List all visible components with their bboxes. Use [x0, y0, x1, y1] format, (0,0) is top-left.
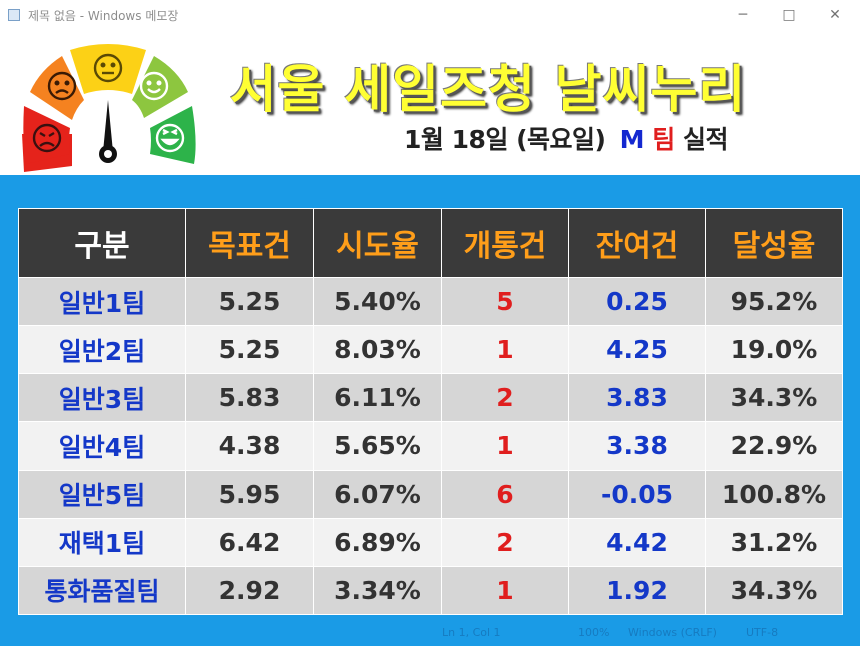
remaining-value: 4.25 [568, 325, 706, 375]
laugh-face-icon [155, 123, 185, 153]
attempt-rate-value: 6.07% [313, 469, 442, 519]
achievement-value: 100.8% [705, 469, 843, 519]
achievement-value: 31.2% [705, 517, 843, 567]
remaining-value: 3.38 [568, 421, 706, 471]
mood-gauge-icon [22, 44, 196, 172]
target-value: 2.92 [185, 565, 314, 616]
achievement-value: 22.9% [705, 421, 843, 471]
gauge-segment-orange [30, 56, 84, 120]
team-name: 일반2팀 [18, 325, 186, 375]
table-row: 일반4팀 4.38 5.65% 1 3.38 22.9% [18, 421, 843, 471]
smile-face-icon [139, 71, 169, 101]
team-name: 일반1팀 [18, 276, 186, 327]
header-category: 구분 [18, 208, 186, 278]
attempt-rate-value: 5.65% [313, 421, 442, 471]
banner-subtitle: 1월 18일 (목요일) M 팀 실적 [404, 120, 729, 156]
target-value: 6.42 [185, 517, 314, 567]
remaining-value: 0.25 [568, 276, 706, 327]
target-value: 5.83 [185, 373, 314, 423]
opened-value: 1 [441, 421, 569, 471]
remaining-value: -0.05 [568, 469, 706, 519]
neutral-face-icon [93, 53, 123, 83]
gauge-segment-red [23, 106, 70, 164]
status-zoom: 100% [578, 626, 610, 639]
achievement-value: 19.0% [705, 325, 843, 375]
opened-value: 1 [441, 565, 569, 616]
team-word: 팀 [652, 125, 675, 154]
table-row: 일반1팀 5.25 5.40% 5 0.25 95.2% [18, 276, 843, 327]
achievement-value: 34.3% [705, 373, 843, 423]
achievement-value: 95.2% [705, 276, 843, 327]
sad-face-icon [47, 71, 77, 101]
team-name: 일반4팀 [18, 421, 186, 471]
opened-value: 5 [441, 276, 569, 327]
team-name: 재택1팀 [18, 517, 186, 567]
report-date: 1월 18일 (목요일) [404, 125, 606, 154]
team-name: 일반5팀 [18, 469, 186, 519]
header-achievement-rate: 달성율 [705, 208, 843, 278]
status-encoding: UTF-8 [746, 626, 779, 639]
attempt-rate-value: 5.40% [313, 276, 442, 327]
gauge-needle-icon [99, 100, 117, 163]
header-opened: 개통건 [441, 208, 569, 278]
header-remaining: 잔여건 [568, 208, 706, 278]
banner-title: 서울 세일즈청 날씨누리 [229, 61, 747, 120]
minimize-button[interactable]: ─ [738, 7, 748, 23]
remaining-value: 3.83 [568, 373, 706, 423]
remaining-value: 4.42 [568, 517, 706, 567]
window-titlebar: 제목 없음 - Windows 메모장 ─ □ ✕ [0, 0, 860, 30]
gauge-segment-green [150, 106, 196, 164]
attempt-rate-value: 6.89% [313, 517, 442, 567]
table-row: 일반2팀 5.25 8.03% 1 4.25 19.0% [18, 325, 843, 375]
target-value: 5.25 [185, 276, 314, 327]
target-value: 5.25 [185, 325, 314, 375]
team-name: 통화품질팀 [18, 565, 186, 616]
status-line-ending: Windows (CRLF) [628, 626, 717, 639]
header-target: 목표건 [185, 208, 314, 278]
attempt-rate-value: 3.34% [313, 565, 442, 616]
gauge-segment-lightgreen [132, 56, 188, 118]
header-attempt-rate: 시도율 [313, 208, 442, 278]
notepad-icon [8, 9, 20, 21]
report-suffix: 실적 [683, 125, 729, 154]
table-header-row: 구분 목표건 시도율 개통건 잔여건 달성율 [18, 208, 843, 278]
opened-value: 1 [441, 325, 569, 375]
table-row: 재택1팀 6.42 6.89% 2 4.42 31.2% [18, 517, 843, 567]
gauge-segment-yellow [70, 44, 146, 94]
attempt-rate-value: 6.11% [313, 373, 442, 423]
table-row: 통화품질팀 2.92 3.34% 1 1.92 34.3% [18, 565, 843, 616]
maximize-button[interactable]: □ [782, 7, 796, 23]
table-row: 일반5팀 5.95 6.07% 6 -0.05 100.8% [18, 469, 843, 519]
opened-value: 2 [441, 373, 569, 423]
table-row: 일반3팀 5.83 6.11% 2 3.83 34.3% [18, 373, 843, 423]
opened-value: 6 [441, 469, 569, 519]
achievement-value: 34.3% [705, 565, 843, 616]
opened-value: 2 [441, 517, 569, 567]
window-title: 제목 없음 - Windows 메모장 [28, 9, 179, 23]
target-value: 4.38 [185, 421, 314, 471]
target-value: 5.95 [185, 469, 314, 519]
team-letter: M [619, 125, 645, 154]
close-button[interactable]: ✕ [829, 7, 841, 23]
performance-table: 구분 목표건 시도율 개통건 잔여건 달성율 일반1팀 5.25 5.40% 5… [18, 208, 843, 616]
team-name: 일반3팀 [18, 373, 186, 423]
remaining-value: 1.92 [568, 565, 706, 616]
angry-face-icon [32, 123, 62, 153]
status-position: Ln 1, Col 1 [442, 626, 501, 639]
header-banner: 서울 세일즈청 날씨누리 1월 18일 (목요일) M 팀 실적 [8, 30, 852, 175]
attempt-rate-value: 8.03% [313, 325, 442, 375]
